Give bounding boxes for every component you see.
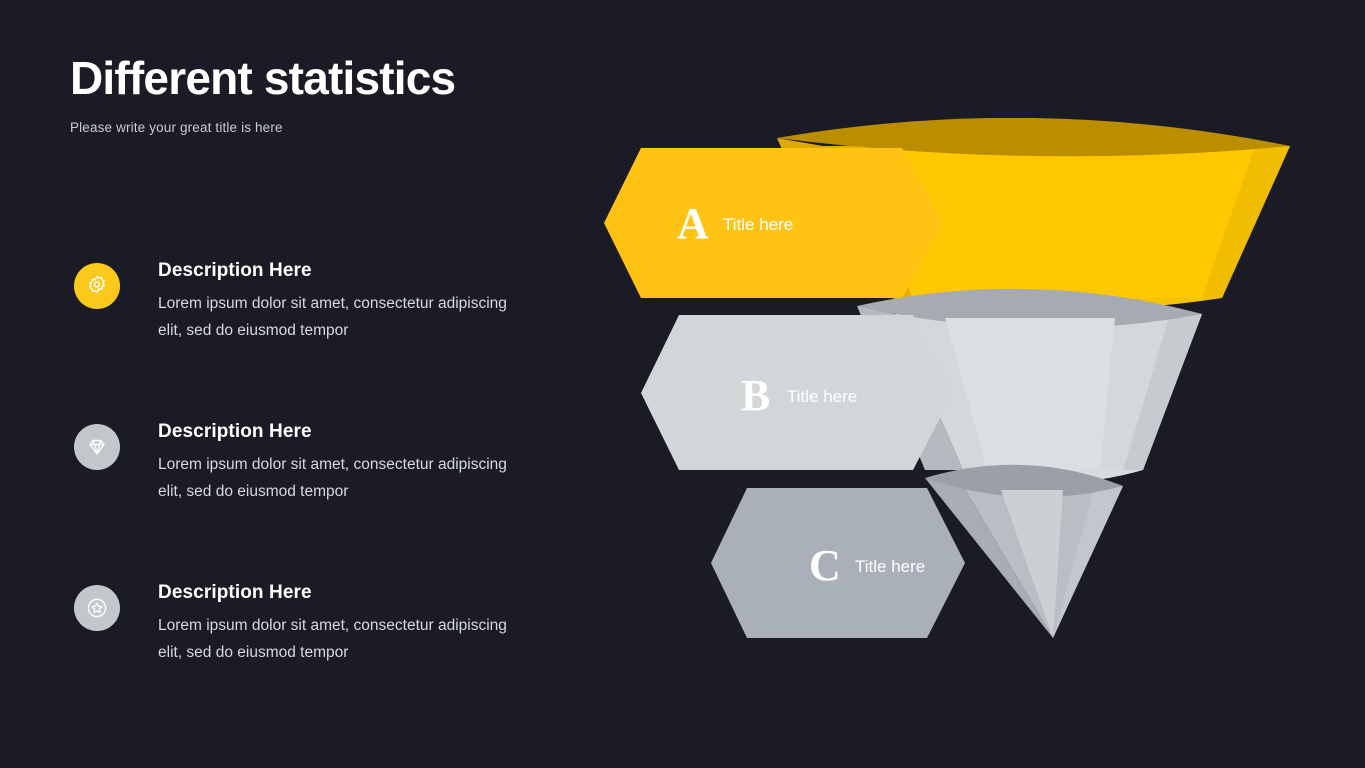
funnel-label-b: Title here — [787, 387, 857, 406]
list-item-description: Lorem ipsum dolor sit amet, consectetur … — [158, 295, 507, 339]
page-subtitle: Please write your great title is here — [70, 120, 283, 135]
funnel-letter-b: B — [741, 371, 770, 420]
list-item[interactable]: Description Here Lorem ipsum dolor sit a… — [74, 260, 544, 380]
funnel-label-a: Title here — [723, 215, 793, 234]
star-badge-icon — [74, 585, 120, 631]
list-item-description: Lorem ipsum dolor sit amet, consectetur … — [158, 456, 507, 500]
list-item-title: Description Here — [158, 260, 312, 281]
funnel-segment-a[interactable]: A Title here — [604, 118, 1290, 311]
list-item[interactable]: Description Here Lorem ipsum dolor sit a… — [74, 582, 544, 702]
list-item-title: Description Here — [158, 421, 312, 442]
funnel-letter-a: A — [677, 199, 709, 248]
diamond-icon — [74, 424, 120, 470]
funnel-segment-b[interactable] — [857, 288, 1202, 483]
list-item-description: Lorem ipsum dolor sit amet, consectetur … — [158, 617, 507, 661]
funnel-label-c: Title here — [855, 557, 925, 576]
funnel-banner-b[interactable]: B Title here — [641, 315, 953, 470]
funnel-diagram: A Title here — [595, 118, 1325, 663]
funnel-letter-c: C — [809, 541, 841, 590]
funnel-segment-c[interactable]: C Title here — [711, 464, 1123, 638]
page-title: Different statistics — [70, 52, 456, 104]
list-item-title: Description Here — [158, 582, 312, 603]
gear-icon — [74, 263, 120, 309]
list-item[interactable]: Description Here Lorem ipsum dolor sit a… — [74, 421, 544, 541]
feature-list: Description Here Lorem ipsum dolor sit a… — [74, 260, 544, 702]
header-block: Different statistics Please write your g… — [70, 55, 540, 135]
